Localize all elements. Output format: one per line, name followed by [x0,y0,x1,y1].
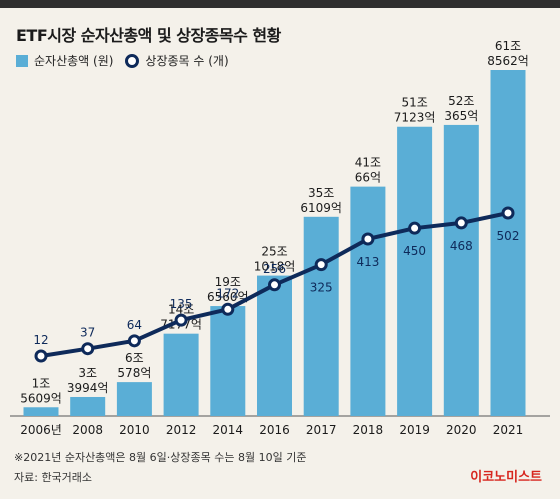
bar-2010 [116,382,152,416]
chart-title: ETF시장 순자산총액 및 상장종목수 현황 [16,26,281,45]
bar-value-label: 6조 578억 [117,351,151,380]
x-tick-label: 2008 [72,423,103,437]
legend-item-assets: 순자산총액 (원) [16,52,113,69]
x-tick-label: 2018 [353,423,384,437]
legend-item-listings: 상장종목 수 (개) [125,52,229,69]
line-value-label: 325 [310,281,333,295]
line-point [268,278,281,292]
top-bar [0,0,560,8]
chart-legend: 순자산총액 (원) 상장종목 수 (개) [16,52,241,69]
bar-value-label: 52조 365억 [444,94,478,123]
line-value-label: 12 [33,333,48,347]
line-point [408,221,422,235]
bar-2014 [210,306,246,416]
line-value-label: 256 [263,262,286,276]
legend-line-marker [125,53,140,68]
line-point [81,342,95,356]
bar-2006년 [23,407,59,416]
line-point [361,232,375,246]
line-value-label: 413 [356,255,379,269]
bar-2016 [257,275,292,416]
line-point [221,302,235,316]
bar-value-label: 41조 66억 [355,156,381,185]
bar-value-label: 51조 7123억 [394,96,436,125]
bar-value-label: 61조 8562억 [487,39,529,68]
bar-2019 [397,126,433,416]
line-value-label: 502 [497,229,520,243]
line-value-label: 172 [216,286,239,300]
source-credit: 자료: 한국거래소 [14,471,93,484]
publisher-logo: 이코노미스트 [470,470,542,485]
legend-label-listings: 상장종목 수 (개) [145,54,229,68]
bar-2018 [350,186,386,416]
bar-value-label: 1조 5609억 [20,376,62,405]
x-tick-label: 2020 [446,423,477,437]
legend-bar-swatch [16,54,28,67]
x-tick-label: 2010 [119,423,150,437]
line-value-label: 450 [403,244,426,258]
bar-2020 [443,124,479,416]
bar-2008 [70,396,106,416]
x-tick-label: 2019 [399,423,430,437]
line-value-label: 37 [80,326,95,340]
bar-value-label: 35조 6109억 [300,186,342,215]
bar-2021 [490,70,526,416]
x-tick-label: 2006년 [20,423,62,437]
chart-plot: 1조5609억2006년3조3994억20086조578억201014조7177… [10,39,550,437]
line-point [454,216,468,230]
line-point [127,334,141,348]
x-tick-label: 2021 [493,423,524,437]
bar-value-label: 3조 3994억 [67,366,109,395]
line-point [34,349,48,363]
line-point [314,258,328,272]
line-value-label: 468 [450,239,473,253]
x-tick-label: 2016 [259,423,290,437]
footnote: ※2021년 순자산총액은 8월 6일·상장종목 수는 8월 10일 기준 [14,451,307,464]
x-tick-label: 2014 [213,423,244,437]
line-point [174,313,188,327]
line-value-label: 135 [170,297,193,311]
bar-value-label: 25조 1018억 [254,245,296,274]
line-point [501,206,515,220]
x-tick-label: 2017 [306,423,337,437]
bar-2017 [303,216,339,416]
bar-2012 [163,333,199,416]
line-value-label: 64 [127,318,142,332]
legend-label-assets: 순자산총액 (원) [34,54,114,68]
x-tick-label: 2012 [166,423,197,437]
bar-value-label: 19조 6560억 [207,275,249,304]
